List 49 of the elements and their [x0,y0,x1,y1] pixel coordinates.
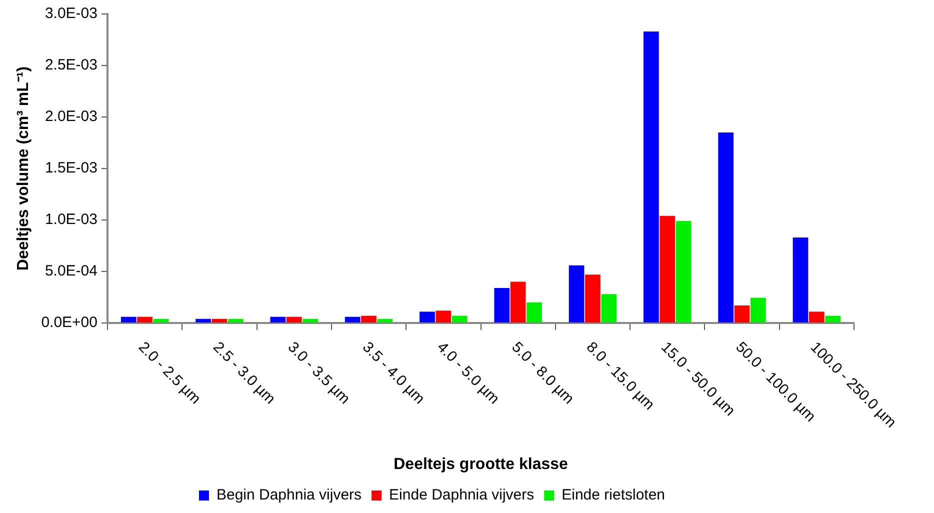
bar [452,316,468,322]
y-tick-label: 1.0E-03 [44,211,98,228]
bar [302,318,318,322]
y-tick-label: 1.5E-03 [44,160,98,177]
bar [660,216,676,322]
legend-label: Begin Daphnia vijvers [216,486,362,504]
y-tick-label: 3.0E-03 [44,5,98,22]
x-tick-label: 4.0 - 5.0 µm [434,338,502,408]
x-tick-label: 5.0 - 8.0 µm [508,338,578,408]
y-tick-label: 5.0E-04 [44,262,98,280]
bar [137,316,153,322]
bar [420,312,435,322]
bar [734,305,750,322]
y-tick-label: 0.0E+00 [41,314,98,332]
x-tick-label: 8.0 - 15.0 µm [582,338,658,414]
bar [286,316,302,322]
legend-label: Einde Daphnia vijvers [389,486,534,504]
bar [494,288,510,322]
bar [510,282,526,322]
bar [792,238,808,322]
bar [196,318,211,322]
bar [361,316,376,322]
bar [228,318,244,322]
bar [808,312,824,322]
bar [676,221,692,322]
y-tick-label: 2.5E-03 [44,56,98,74]
bar [377,318,393,322]
bar [212,318,228,322]
bar [568,265,584,322]
x-tick-label: 2.0 - 2.5 µm [135,338,204,408]
x-tick-label: 2.5 - 3.0 µm [210,338,279,408]
bar [526,302,542,322]
bar [153,318,169,322]
bar [825,316,841,322]
y-tick-label: 2.0E-03 [44,108,98,126]
legend-label: Einde rietsloten [562,486,666,504]
x-tick-label: 3.0 - 3.5 µm [284,338,354,408]
bar [120,316,136,322]
x-axis-title: Deeltejs grootte klasse [394,456,568,473]
bar [718,132,734,322]
bar [750,298,766,322]
bar [644,32,659,322]
bar [585,274,600,322]
bar [436,310,452,322]
bar [601,294,617,322]
y-axis-title: Deeltjes volume (cm³ mL⁻¹) [15,66,32,271]
bar [270,316,286,322]
bar [344,316,360,322]
x-tick-label: 3.5 - 4.0 µm [359,338,428,408]
